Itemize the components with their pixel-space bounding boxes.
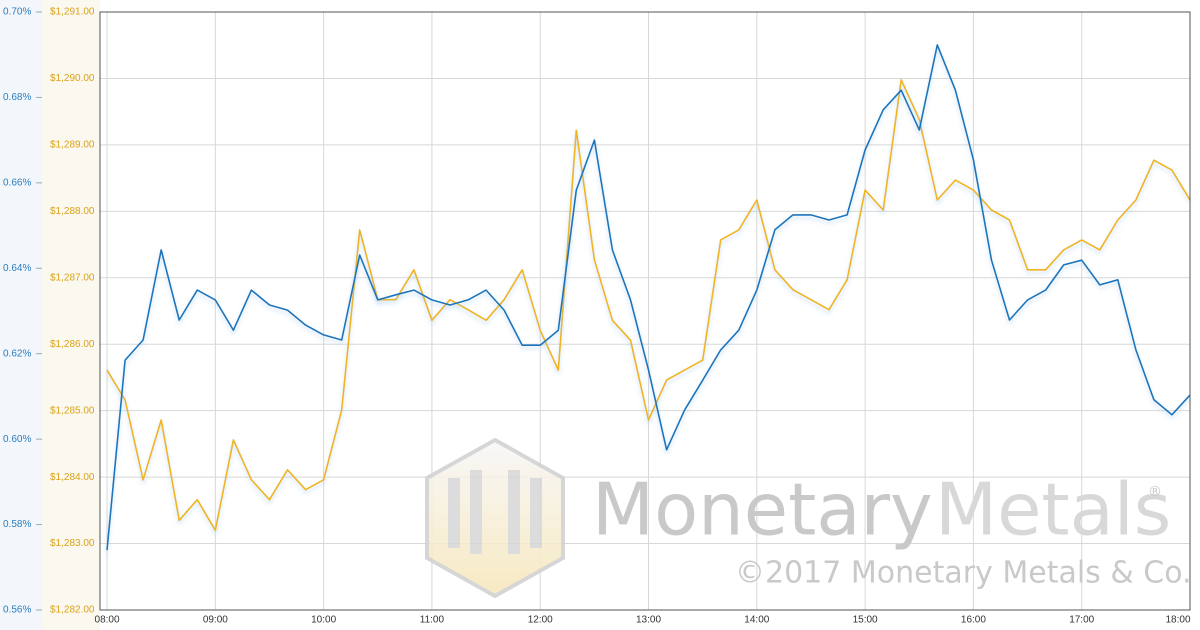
y-tick-label: $1,286.00 xyxy=(50,339,95,350)
y-tick-label: $1,288.00 xyxy=(50,206,95,217)
x-tick-label: 08:00 xyxy=(95,615,120,626)
x-tick-label: 13:00 xyxy=(636,615,661,626)
x-tick-label: 16:00 xyxy=(961,615,986,626)
x-tick-label: 12:00 xyxy=(528,615,553,626)
y2-tick-label: 0.62% xyxy=(3,348,31,359)
y-tick-label: $1,289.00 xyxy=(50,140,95,151)
y-tick-label: $1,284.00 xyxy=(50,472,95,483)
y-tick-label: $1,285.00 xyxy=(50,405,95,416)
series-line xyxy=(106,79,1191,532)
logo-bar xyxy=(508,470,520,554)
x-tick-label: 09:00 xyxy=(203,615,228,626)
y2-axis-band xyxy=(0,0,42,630)
x-tick-label: 14:00 xyxy=(744,615,769,626)
watermark-registered: ® xyxy=(1148,484,1162,500)
y-tick-label: $1,283.00 xyxy=(50,538,95,549)
y-tick-label: $1,290.00 xyxy=(50,73,95,84)
y2-tick-label: 0.56% xyxy=(3,605,31,616)
x-tick-label: 15:00 xyxy=(853,615,878,626)
y2-tick-label: 0.66% xyxy=(3,177,31,188)
x-tick-label: 11:00 xyxy=(420,615,445,626)
x-tick-label: 10:00 xyxy=(311,615,336,626)
logo-bar xyxy=(448,478,460,548)
y2-tick-label: 0.58% xyxy=(3,519,31,530)
y2-tick-label: 0.70% xyxy=(3,7,31,18)
x-tick-label: 17:00 xyxy=(1069,615,1094,626)
watermark-copyright: ©2017 Monetary Metals & Co. xyxy=(735,556,1192,591)
y-tick-label: $1,282.00 xyxy=(50,605,95,616)
x-tick-label: 18:00 xyxy=(1165,615,1190,626)
y-axis-band xyxy=(42,0,100,630)
y2-tick-label: 0.68% xyxy=(3,92,31,103)
logo-hexagon xyxy=(425,437,565,599)
y-tick-label: $1,291.00 xyxy=(50,7,95,18)
y-tick-label: $1,287.00 xyxy=(50,272,95,283)
plot-frame xyxy=(99,11,1191,611)
y2-tick-label: 0.60% xyxy=(3,434,31,445)
y2-tick-label: 0.64% xyxy=(3,263,31,274)
logo-bar xyxy=(530,478,542,548)
watermark-logo xyxy=(425,437,565,599)
series-line xyxy=(106,44,1191,551)
logo-bar xyxy=(470,470,482,554)
watermark-brand: Monetary xyxy=(592,468,933,552)
watermark-brand: Metals xyxy=(935,468,1171,552)
plot xyxy=(106,44,1191,551)
